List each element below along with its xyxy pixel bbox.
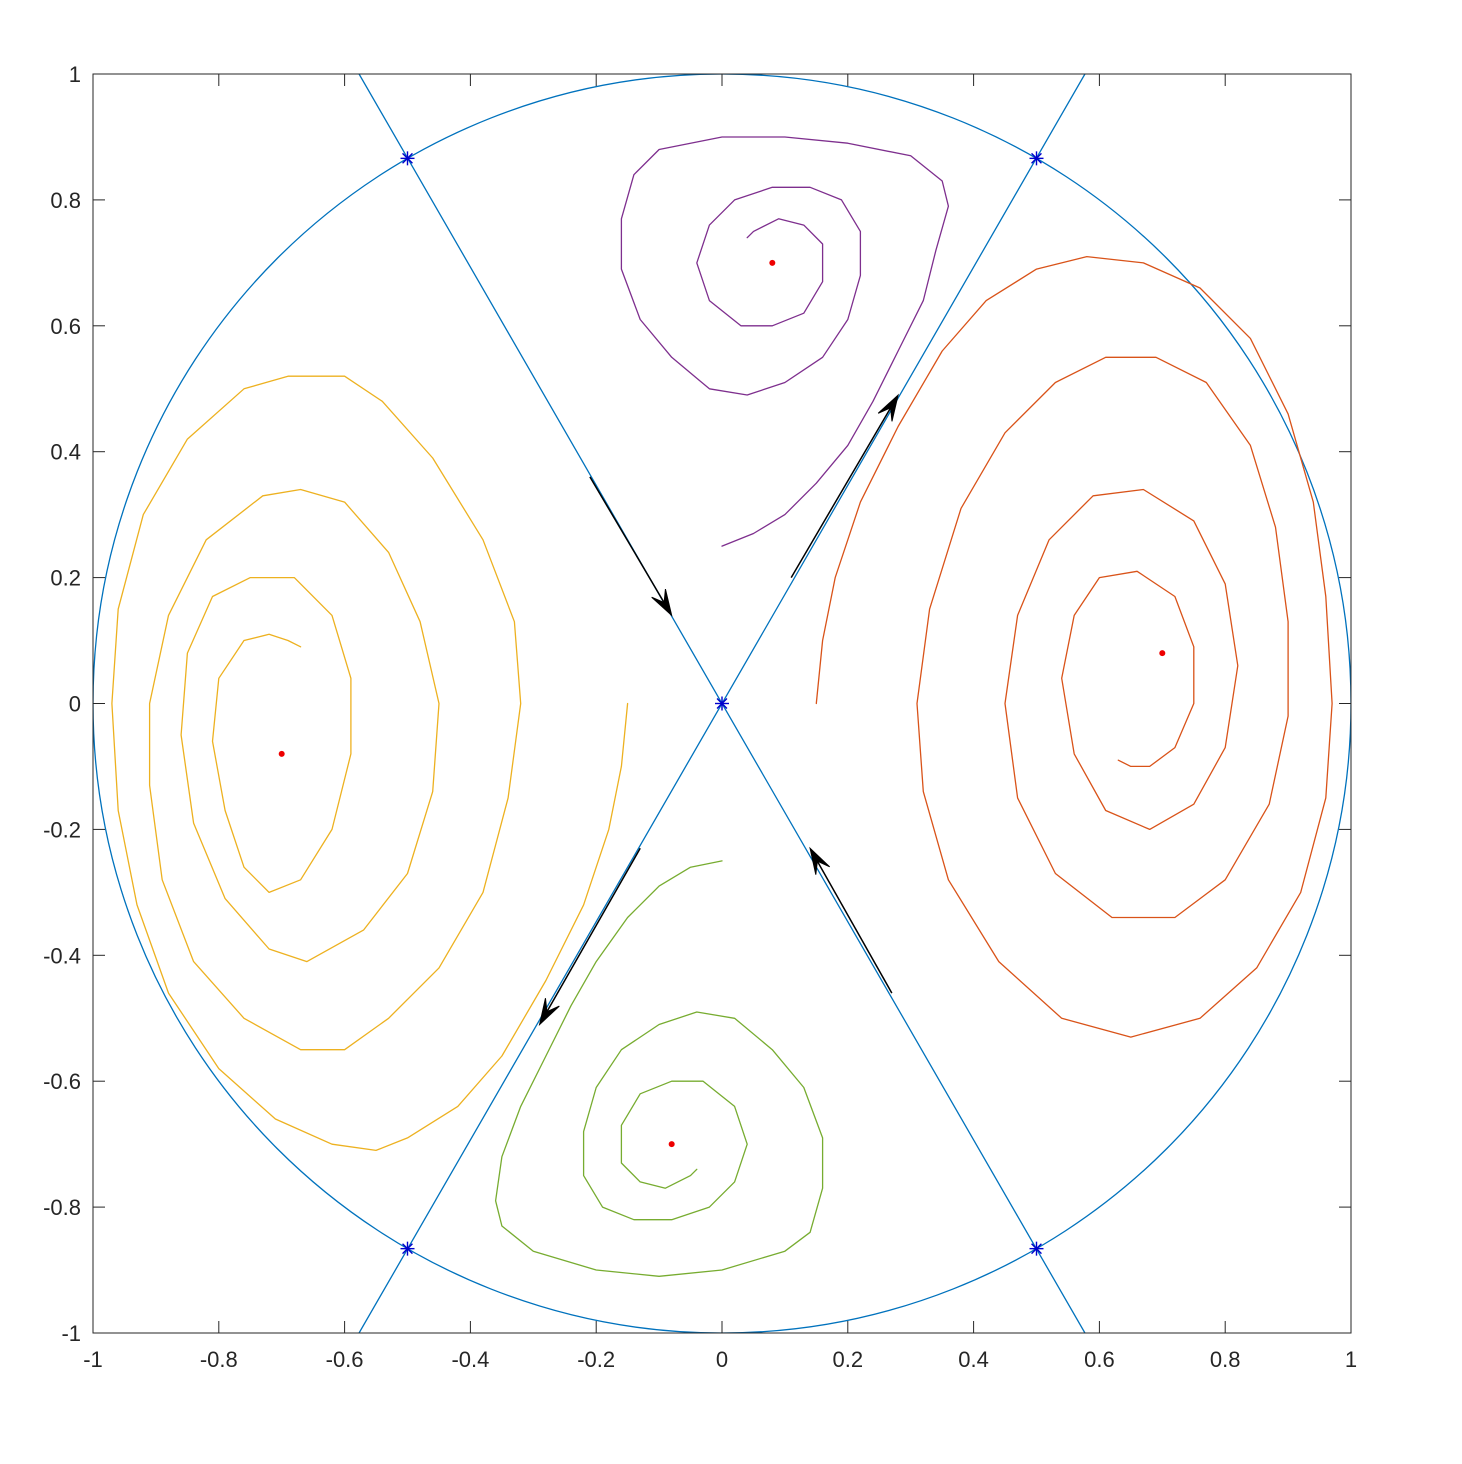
arrow-head-1 (651, 588, 673, 617)
stagnation-point-2 (1029, 151, 1044, 166)
y-tick-label: -0.6 (43, 1069, 81, 1094)
y-tick-label: 0.8 (50, 188, 81, 213)
stagnation-point-4 (1029, 1241, 1044, 1256)
y-tick-label: -0.2 (43, 817, 81, 842)
trajectory-purple (620, 136, 950, 547)
x-tick-label: -0.8 (200, 1347, 238, 1372)
vortex-center-1 (769, 259, 776, 266)
vortex-center-2 (1159, 650, 1166, 657)
y-tick-label: -1 (61, 1321, 81, 1346)
y-tick-label: 0.2 (50, 566, 81, 591)
y-tick-label: 0 (69, 692, 81, 717)
vortex-center-3 (278, 750, 285, 757)
y-tick-label: 0.4 (50, 440, 81, 465)
asterisk-stroke (1031, 152, 1042, 164)
x-tick-label: -0.2 (577, 1347, 615, 1372)
x-tick-label: 0 (716, 1347, 728, 1372)
y-tick-label: 1 (69, 62, 81, 87)
vortex-center-4 (668, 1141, 675, 1148)
x-tick-label: 0.2 (833, 1347, 864, 1372)
marker-layer (278, 151, 1166, 1256)
asterisk-stroke (716, 698, 728, 709)
x-tick-label: 0.6 (1084, 1347, 1115, 1372)
y-tick-label: -0.4 (43, 943, 81, 968)
x-tick-label: 0.4 (958, 1347, 989, 1372)
plot-area (93, 74, 1351, 1333)
y-tick-label: -0.8 (43, 1195, 81, 1220)
arrow-shaft-1 (589, 476, 665, 603)
y-tick-label: 0.6 (50, 314, 81, 339)
asterisk-stroke (402, 1243, 413, 1255)
stagnation-point-3 (400, 151, 415, 166)
asterisk-stroke (402, 152, 413, 164)
arrow-shaft-3 (546, 847, 641, 1013)
arrow-head-3 (538, 998, 560, 1027)
x-tick-label: -0.6 (326, 1347, 364, 1372)
axes: -1 -0.8 -0.6 -0.4 -0.2 0 0.2 0.4 0.6 0.8 1 -1 -0.8 -0… (43, 62, 1357, 1372)
x-tick-label: 1 (1345, 1347, 1357, 1372)
arrow-shaft-4 (816, 860, 893, 994)
x-tick-label: 0.8 (1210, 1347, 1241, 1372)
stagnation-point-1 (715, 696, 729, 711)
asterisk-stroke (1031, 1243, 1042, 1255)
arrow-head-2 (877, 393, 899, 422)
x-tick-label: -0.4 (451, 1347, 489, 1372)
trajectory-yellow (111, 375, 629, 1152)
stagnation-point-5 (400, 1241, 415, 1256)
arrow-head-4 (809, 846, 831, 875)
trajectory-orange (815, 255, 1333, 1038)
arrow-shaft-2 (790, 407, 892, 578)
x-tick-label: -1 (83, 1347, 103, 1372)
trajectory-green (494, 860, 824, 1277)
